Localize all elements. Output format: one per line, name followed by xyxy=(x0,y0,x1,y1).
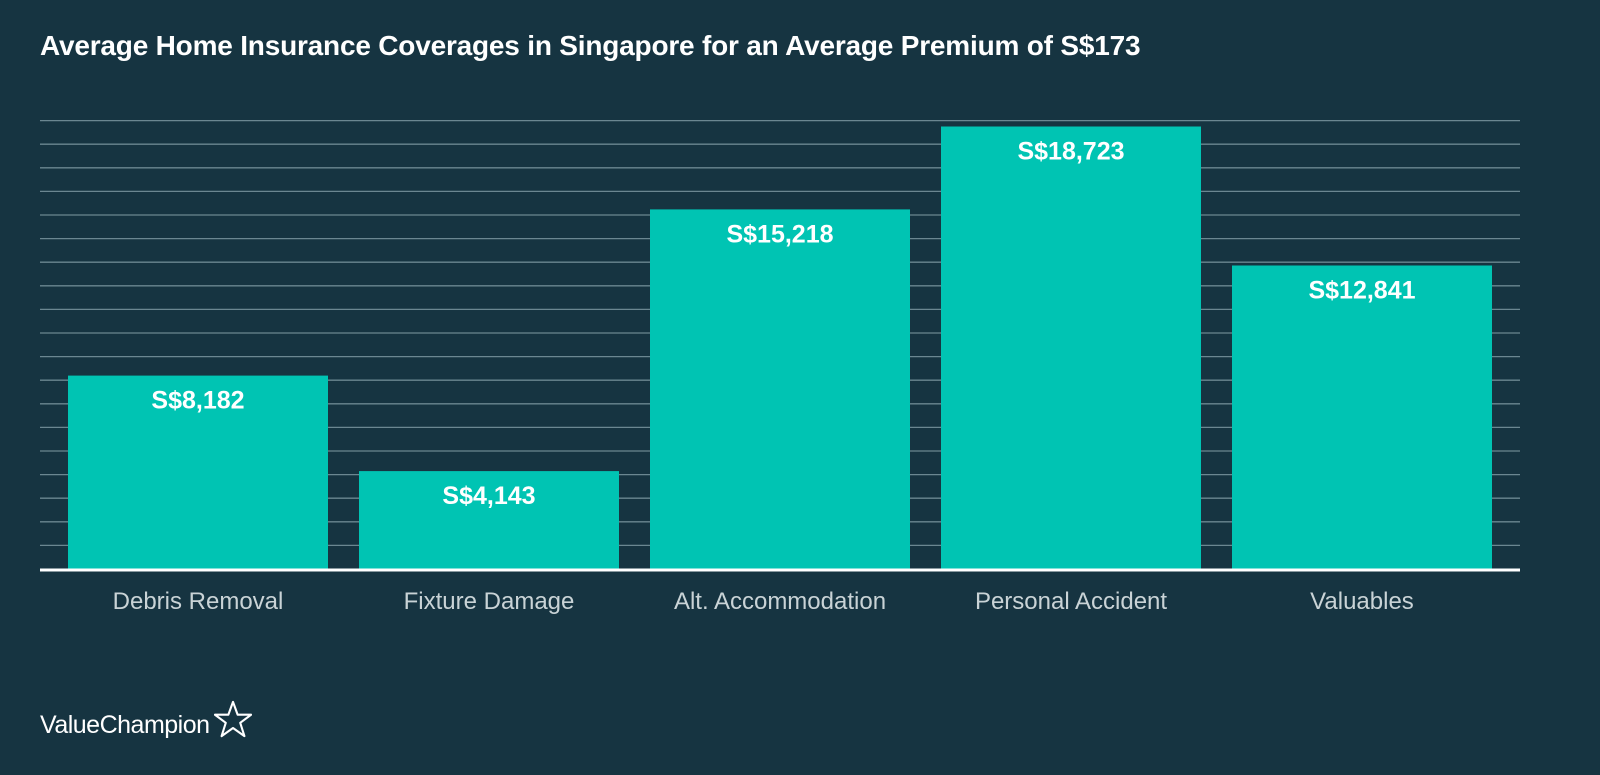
x-axis-tick-labels: Debris Removal Fixture Damage Alt. Accommo… xyxy=(113,588,1414,615)
data-label: S$15,218 xyxy=(726,220,833,248)
bar xyxy=(650,209,910,569)
brand-name: ValueChampion xyxy=(40,711,210,739)
bar xyxy=(941,126,1201,569)
brand-logo: ValueChampion xyxy=(40,700,252,738)
data-labels: S$8,182 S$4,143 S$15,218 S$18,723 S$12,841 xyxy=(151,138,1415,511)
chart-title: Average Home Insurance Coverages in Sing… xyxy=(40,30,1141,61)
bar xyxy=(359,471,619,569)
x-tick-label: Valuables xyxy=(1310,588,1414,615)
data-label: S$8,182 xyxy=(151,387,244,415)
data-label: S$4,143 xyxy=(442,482,535,510)
x-tick-label: Alt. Accommodation xyxy=(674,588,886,615)
bar xyxy=(68,375,328,569)
x-tick-label: Personal Accident xyxy=(975,588,1167,615)
bar-series xyxy=(68,126,1492,569)
x-tick-label: Debris Removal xyxy=(113,588,284,615)
bar xyxy=(1232,265,1492,569)
star-outline-icon xyxy=(213,700,252,738)
data-label: S$12,841 xyxy=(1308,277,1415,305)
x-tick-label: Fixture Damage xyxy=(404,588,575,615)
data-label: S$18,723 xyxy=(1017,138,1124,166)
